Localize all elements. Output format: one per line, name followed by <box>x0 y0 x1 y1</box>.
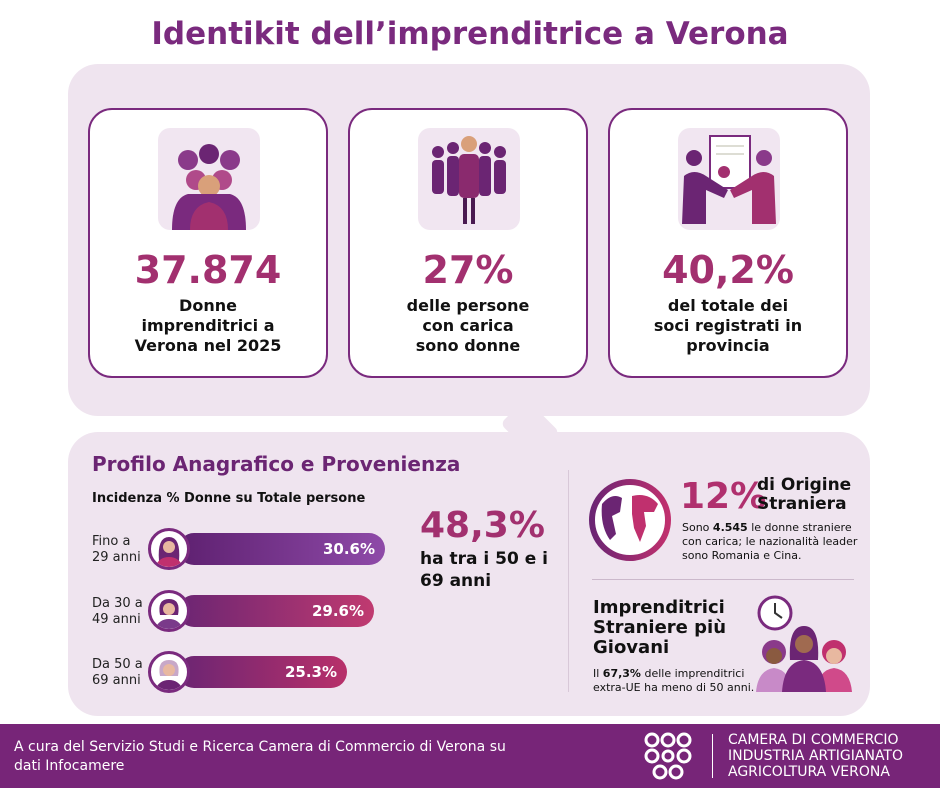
stat-card-women-share: 27% delle persone con carica sono donne <box>348 108 588 378</box>
foreign-count: 4.545 <box>712 521 748 534</box>
footer-credit: A cura del Servizio Studi e Ricerca Came… <box>14 739 506 774</box>
org-name: CAMERA DI COMMERCIO INDUSTRIA ARTIGIANAT… <box>728 732 903 780</box>
young-percent: 67,3% <box>602 667 641 680</box>
age-bar: 25.3% <box>178 656 347 688</box>
footer: A cura del Servizio Studi e Ricerca Came… <box>0 724 940 788</box>
highlight-value: 48,3% <box>420 505 545 546</box>
text: le donne straniere con carica; le nazion… <box>682 521 858 562</box>
stat-value: 27% <box>422 248 514 292</box>
stat-description: del totale dei soci registrati in provin… <box>653 296 803 355</box>
chamber-logo-icon <box>640 730 696 786</box>
age-label: Da 50 a 69 anni <box>92 657 143 688</box>
stat-value: 40,2% <box>662 248 794 292</box>
stat-description: delle persone con carica sono donne <box>406 296 530 355</box>
businesswoman-leader-icon <box>418 128 520 230</box>
age-label: Da 30 a 49 anni <box>92 596 143 627</box>
stat-card-women-count: 37.874 Donne imprenditrici a Verona nel … <box>88 108 328 378</box>
text: Sono <box>682 521 713 534</box>
foreign-percent: 12% <box>680 476 767 517</box>
age-bar: 29.6% <box>178 595 374 627</box>
group-of-women-icon <box>158 128 260 230</box>
text: delle imprenditrici extra-UE ha meno di … <box>593 667 755 694</box>
org-line: CAMERA DI COMMERCIO <box>728 732 899 748</box>
divider <box>592 579 854 580</box>
stat-description: Donne imprenditrici a Verona nel 2025 <box>134 296 282 355</box>
org-line: AGRICOLTURA VERONA <box>728 764 890 780</box>
globe-icon <box>588 478 672 566</box>
divider <box>568 470 569 692</box>
highlight-text: ha tra i 50 e i 69 anni <box>420 549 548 591</box>
young-woman-avatar-icon <box>148 528 190 570</box>
older-woman-avatar-icon <box>148 651 190 693</box>
text: Il <box>593 667 603 680</box>
young-title: Imprenditrici Straniere più Giovani <box>593 597 727 658</box>
age-bar: 30.6% <box>178 533 385 565</box>
page-title: Identikit dell’imprenditrice a Verona <box>151 16 789 52</box>
stat-value: 37.874 <box>134 248 282 292</box>
foreign-label: di Origine Straniera <box>757 475 852 514</box>
handshake-contract-icon <box>678 128 780 230</box>
foreign-women-group-icon <box>756 620 852 696</box>
stat-card-partners-share: 40,2% del totale dei soci registrati in … <box>608 108 848 378</box>
footer-separator <box>712 734 713 778</box>
org-line: INDUSTRIA ARTIGIANATO <box>728 748 904 764</box>
chart-subtitle: Incidenza % Donne su Totale persone <box>92 491 366 506</box>
young-description: Il 67,3% delle imprenditrici extra-UE ha… <box>593 667 773 695</box>
age-label: Fino a 29 anni <box>92 534 141 565</box>
adult-woman-avatar-icon <box>148 590 190 632</box>
clock-icon <box>756 594 794 636</box>
section-title: Profilo Anagrafico e Provenienza <box>92 452 461 476</box>
foreign-description: Sono 4.545 le donne straniere con carica… <box>682 521 862 563</box>
